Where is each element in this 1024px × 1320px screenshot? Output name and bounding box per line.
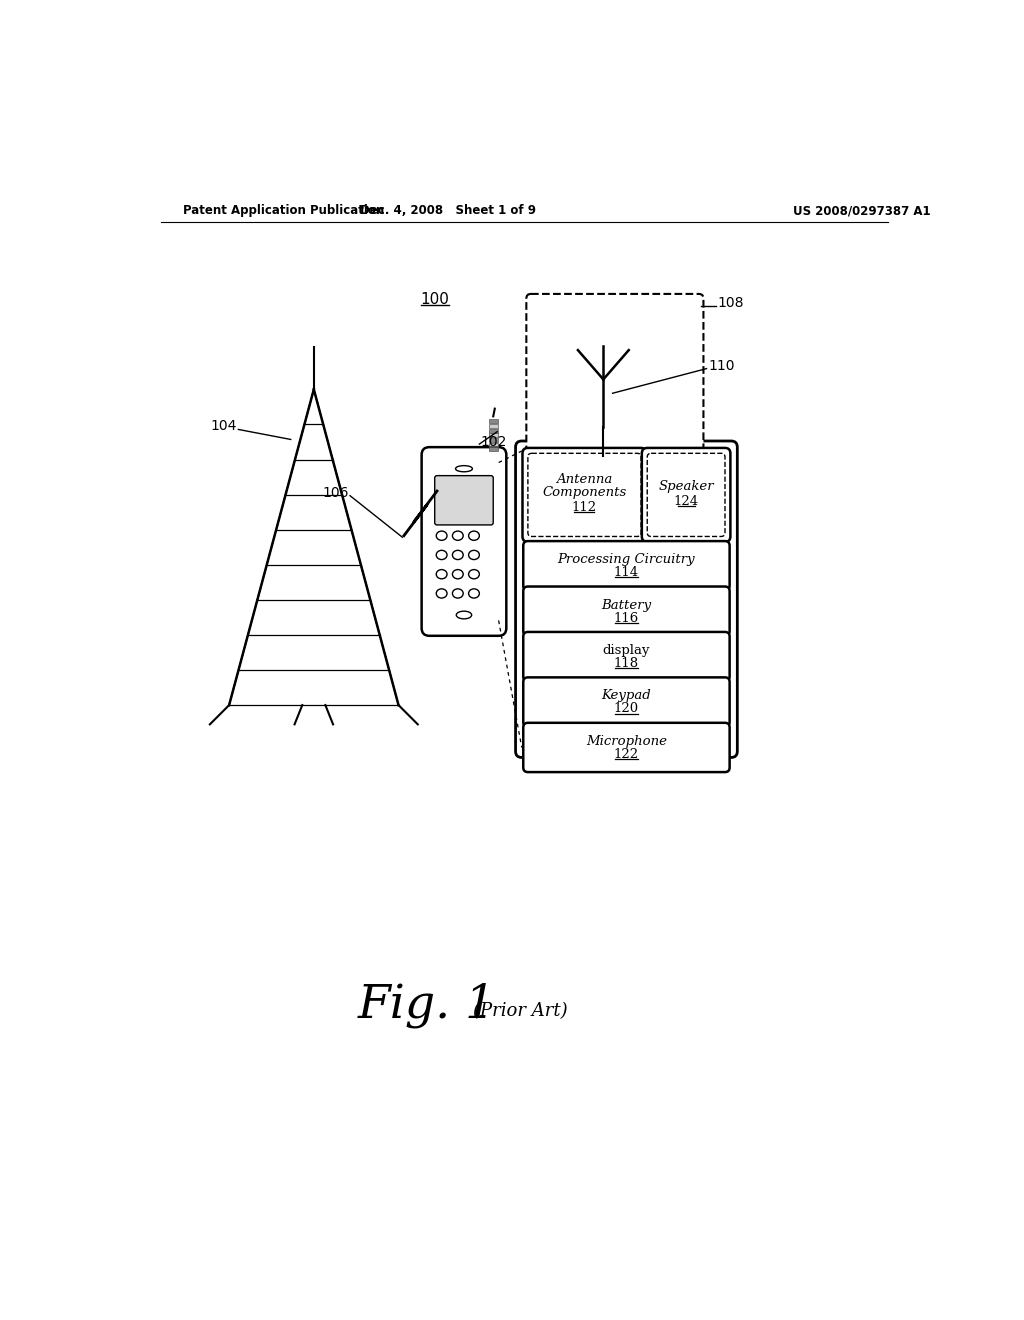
Ellipse shape [436,531,447,540]
Text: Dec. 4, 2008   Sheet 1 of 9: Dec. 4, 2008 Sheet 1 of 9 [359,205,536,218]
FancyBboxPatch shape [488,447,498,451]
Text: 116: 116 [613,611,639,624]
Text: 106: 106 [322,486,348,500]
Text: 104: 104 [211,420,237,433]
Ellipse shape [453,589,463,598]
Text: 124: 124 [674,495,698,508]
FancyBboxPatch shape [523,541,730,590]
Ellipse shape [457,611,472,619]
FancyBboxPatch shape [488,429,498,433]
FancyBboxPatch shape [642,447,730,543]
FancyBboxPatch shape [435,475,494,525]
Text: 110: 110 [708,359,734,374]
Text: 112: 112 [572,500,597,513]
FancyBboxPatch shape [488,420,498,424]
Text: Processing Circuitry: Processing Circuitry [558,553,695,566]
Text: Speaker: Speaker [658,480,714,492]
Text: Components: Components [543,486,627,499]
Ellipse shape [453,550,463,560]
Ellipse shape [469,589,479,598]
Text: 120: 120 [613,702,639,715]
FancyBboxPatch shape [523,632,730,681]
Text: display: display [603,644,650,657]
Text: 108: 108 [717,296,743,310]
Text: Battery: Battery [601,598,651,611]
FancyBboxPatch shape [488,442,498,446]
Ellipse shape [469,531,479,540]
FancyBboxPatch shape [523,677,730,726]
FancyBboxPatch shape [523,586,730,636]
Text: 114: 114 [613,566,639,579]
Ellipse shape [469,570,479,579]
FancyBboxPatch shape [488,433,498,437]
Text: US 2008/0297387 A1: US 2008/0297387 A1 [793,205,931,218]
Text: Microphone: Microphone [586,735,667,748]
FancyBboxPatch shape [488,424,498,428]
Text: (Prior Art): (Prior Art) [473,1003,568,1020]
Text: 102: 102 [481,434,507,449]
Text: Antenna: Antenna [556,473,612,486]
Text: Patent Application Publication: Patent Application Publication [183,205,384,218]
Ellipse shape [436,570,447,579]
Text: Keypad: Keypad [601,689,651,702]
Ellipse shape [453,531,463,540]
Ellipse shape [469,550,479,560]
FancyBboxPatch shape [422,447,506,636]
FancyBboxPatch shape [522,447,646,543]
Text: Fig. 1: Fig. 1 [357,982,496,1028]
Ellipse shape [456,466,472,471]
FancyBboxPatch shape [528,453,641,536]
Ellipse shape [453,570,463,579]
Ellipse shape [436,589,447,598]
Text: 100: 100 [420,292,450,306]
FancyBboxPatch shape [523,723,730,772]
FancyBboxPatch shape [515,441,737,758]
Ellipse shape [436,550,447,560]
FancyBboxPatch shape [526,294,703,461]
Text: 118: 118 [613,657,639,671]
Text: 122: 122 [613,748,639,760]
FancyBboxPatch shape [488,438,498,442]
FancyBboxPatch shape [647,453,725,536]
